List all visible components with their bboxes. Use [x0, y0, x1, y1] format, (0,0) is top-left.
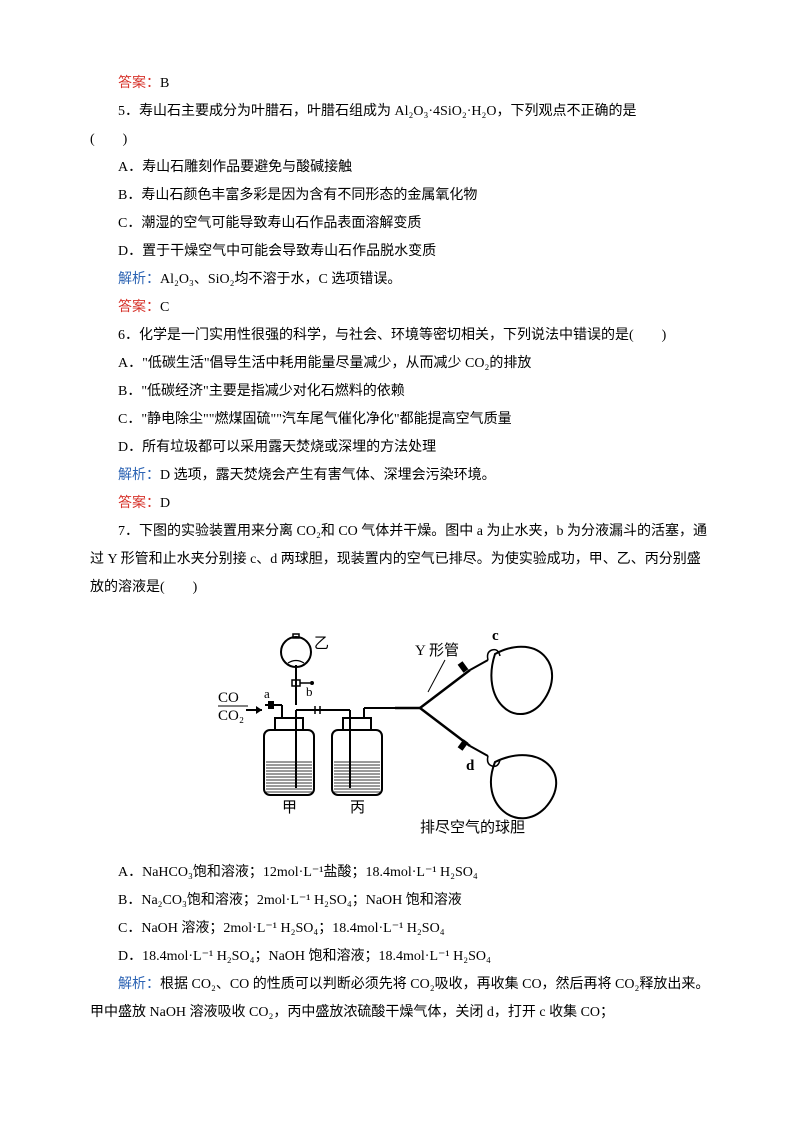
- explain-label: 解析：: [118, 468, 160, 483]
- label-co: CO: [218, 690, 239, 706]
- q7-option-a: A．NaHCO₃饱和溶液；12mol·L⁻¹盐酸；18.4mol·L⁻¹ H₂S…: [90, 859, 710, 887]
- q7-option-c: C．NaOH 溶液；2mol·L⁻¹ H₂SO₄；18.4mol·L⁻¹ H₂S…: [90, 915, 710, 943]
- q5-stem-line2: ( ): [90, 126, 710, 154]
- bottle-bing: [332, 708, 395, 795]
- explain-text: 根据 CO₂、CO 的性质可以判断必须先将 CO₂吸收，再收集 CO，然后再将 …: [90, 977, 709, 1020]
- answer-label: 答案：: [118, 496, 160, 511]
- q5-option-a: A．寿山石雕刻作品要避免与酸碱接触: [90, 154, 710, 182]
- q5-explain: 解析：Al₂O₃、SiO₂均不溶于水，C 选项错误。: [90, 266, 710, 294]
- q5-option-b: B．寿山石颜色丰富多彩是因为含有不同形态的金属氧化物: [90, 182, 710, 210]
- label-d: d: [466, 758, 475, 774]
- q6-stem: 6．化学是一门实用性很强的科学，与社会、环境等密切相关，下列说法中错误的是( ): [90, 322, 710, 350]
- y-tube: [395, 661, 470, 751]
- explain-label: 解析：: [118, 272, 160, 287]
- q7-figure: CO CO₂ a: [90, 610, 710, 851]
- answer-text: C: [160, 300, 169, 315]
- answer-text: B: [160, 76, 169, 91]
- q6-option-c: C．"静电除尘""燃煤固硫""汽车尾气催化净化"都能提高空气质量: [90, 406, 710, 434]
- label-a: a: [264, 686, 270, 701]
- label-co2: CO₂: [218, 708, 244, 724]
- label-balloon-note: 排尽空气的球胆: [420, 819, 525, 836]
- q5-answer: 答案：C: [90, 294, 710, 322]
- q5-stem-line1: 5．寿山石主要成分为叶腊石，叶腊石组成为 Al₂O₃·4SiO₂·H₂O，下列观…: [90, 98, 710, 126]
- bottle-jia: a b 乙: [264, 634, 338, 795]
- answer-label: 答案：: [118, 76, 160, 91]
- label-jia: 甲: [282, 800, 297, 816]
- label-c: c: [492, 628, 499, 644]
- q6-option-a: A．"低碳生活"倡导生活中耗用能量尽量减少，从而减少 CO₂的排放: [90, 350, 710, 378]
- balloon-c: c: [470, 628, 552, 714]
- q7-explain: 解析：根据 CO₂、CO 的性质可以判断必须先将 CO₂吸收，再收集 CO，然后…: [90, 971, 710, 1027]
- q5-option-c: C．潮湿的空气可能导致寿山石作品表面溶解变质: [90, 210, 710, 238]
- q6-explain: 解析：D 选项，露天焚烧会产生有害气体、深埋会污染环境。: [90, 462, 710, 490]
- explain-text: Al₂O₃、SiO₂均不溶于水，C 选项错误。: [160, 272, 401, 287]
- apparatus-diagram: CO CO₂ a: [210, 610, 590, 840]
- explain-text: D 选项，露天焚烧会产生有害气体、深埋会污染环境。: [160, 468, 496, 483]
- answer-4: 答案：B: [90, 70, 710, 98]
- answer-text: D: [160, 496, 170, 511]
- q7-option-d: D．18.4mol·L⁻¹ H₂SO₄；NaOH 饱和溶液；18.4mol·L⁻…: [90, 943, 710, 971]
- answer-label: 答案：: [118, 300, 160, 315]
- explain-label: 解析：: [118, 977, 160, 992]
- q7-stem: 7．下图的实验装置用来分离 CO₂和 CO 气体并干燥。图中 a 为止水夹，b …: [90, 518, 710, 602]
- q5-option-d: D．置于干燥空气中可能会导致寿山石作品脱水变质: [90, 238, 710, 266]
- label-b: b: [306, 684, 313, 699]
- label-ytube: Y 形管: [415, 642, 459, 659]
- balloon-d: d: [466, 746, 556, 818]
- q6-option-b: B．"低碳经济"主要是指减少对化石燃料的依赖: [90, 378, 710, 406]
- q7-option-b: B．Na₂CO₃饱和溶液；2mol·L⁻¹ H₂SO₄；NaOH 饱和溶液: [90, 887, 710, 915]
- label-bing: 丙: [350, 800, 365, 816]
- label-yi: 乙: [314, 636, 329, 652]
- q6-answer: 答案：D: [90, 490, 710, 518]
- q6-option-d: D．所有垃圾都可以采用露天焚烧或深埋的方法处理: [90, 434, 710, 462]
